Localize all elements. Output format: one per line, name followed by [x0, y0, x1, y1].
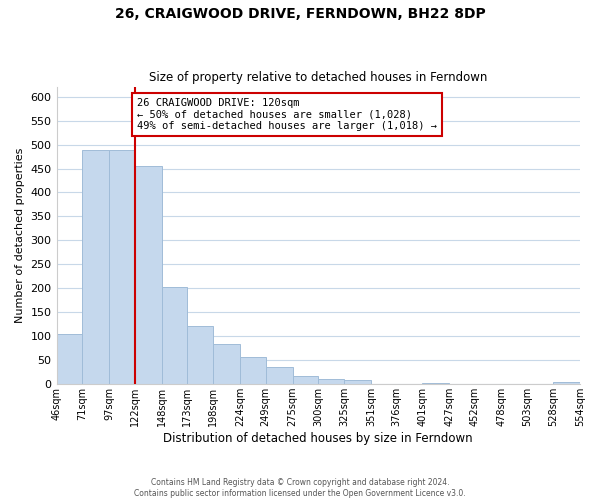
Bar — [56, 334, 82, 384]
Bar — [422, 382, 449, 384]
Text: Contains HM Land Registry data © Crown copyright and database right 2024.
Contai: Contains HM Land Registry data © Crown c… — [134, 478, 466, 498]
X-axis label: Distribution of detached houses by size in Ferndown: Distribution of detached houses by size … — [163, 432, 473, 445]
Text: 26 CRAIGWOOD DRIVE: 120sqm
← 50% of detached houses are smaller (1,028)
49% of s: 26 CRAIGWOOD DRIVE: 120sqm ← 50% of deta… — [137, 98, 437, 132]
Bar — [135, 166, 161, 384]
Text: 26, CRAIGWOOD DRIVE, FERNDOWN, BH22 8DP: 26, CRAIGWOOD DRIVE, FERNDOWN, BH22 8DP — [115, 8, 485, 22]
Bar — [318, 380, 344, 384]
Bar — [109, 150, 135, 384]
Bar — [213, 344, 240, 384]
Title: Size of property relative to detached houses in Ferndown: Size of property relative to detached ho… — [149, 72, 487, 85]
Bar — [266, 367, 293, 384]
Bar — [82, 150, 109, 384]
Bar — [553, 382, 580, 384]
Bar — [161, 288, 187, 384]
Bar — [240, 357, 266, 384]
Bar — [187, 326, 213, 384]
Bar — [344, 380, 371, 384]
Bar — [293, 376, 318, 384]
Y-axis label: Number of detached properties: Number of detached properties — [15, 148, 25, 324]
